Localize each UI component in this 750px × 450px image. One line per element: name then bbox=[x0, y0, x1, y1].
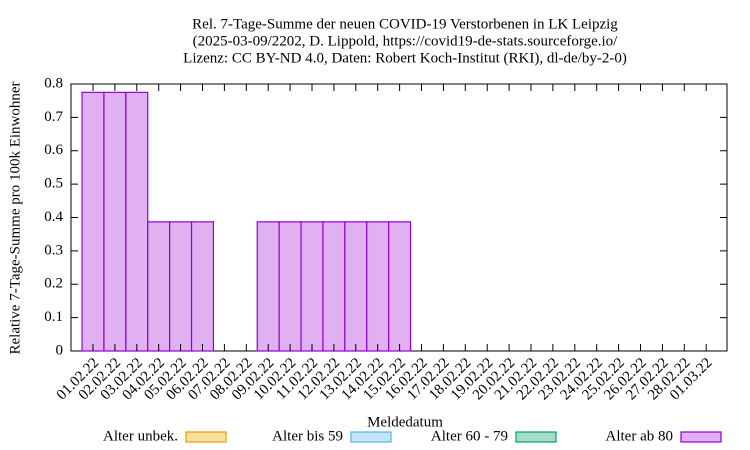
y-tick-label: 0.7 bbox=[44, 109, 63, 125]
legend-label: Alter ab 80 bbox=[606, 428, 673, 444]
legend-label: Alter 60 - 79 bbox=[431, 428, 508, 444]
y-tick-label: 0.4 bbox=[44, 209, 63, 225]
bar bbox=[278, 221, 302, 352]
y-tick-label: 0.1 bbox=[44, 309, 63, 325]
bar bbox=[344, 221, 368, 352]
bar bbox=[125, 91, 149, 352]
y-tick-label: 0.8 bbox=[44, 75, 63, 91]
y-axis-label: Relative 7-Tage-Summe pro 100k Einwohner bbox=[7, 81, 23, 354]
x-axis-label: Meldedatum bbox=[367, 414, 443, 430]
y-tick-label: 0.5 bbox=[44, 176, 63, 192]
chart-title: Rel. 7-Tage-Summe der neuen COVID-19 Ver… bbox=[192, 16, 618, 32]
y-tick-label: 0.2 bbox=[44, 276, 63, 292]
legend-swatch bbox=[515, 431, 557, 443]
chart-title: Lizenz: CC BY-ND 4.0, Daten: Robert Koch… bbox=[183, 50, 627, 66]
bar bbox=[366, 221, 390, 352]
y-tick-label: 0.3 bbox=[44, 242, 63, 258]
bar bbox=[81, 91, 105, 352]
legend-swatch bbox=[350, 431, 392, 443]
bar bbox=[169, 221, 193, 352]
legend-label: Alter unbek. bbox=[103, 428, 178, 444]
bar bbox=[388, 221, 412, 352]
legend-swatch bbox=[680, 431, 722, 443]
y-tick-label: 0.6 bbox=[44, 142, 63, 158]
bar bbox=[256, 221, 280, 352]
bar bbox=[103, 91, 127, 352]
bar bbox=[190, 221, 215, 352]
chart-title: (2025-03-09/2202, D. Lippold, https://co… bbox=[193, 33, 618, 49]
bar bbox=[300, 221, 324, 352]
legend-swatch bbox=[185, 431, 227, 443]
bar bbox=[147, 221, 171, 352]
y-tick-label: 0 bbox=[56, 342, 64, 358]
legend-label: Alter bis 59 bbox=[272, 428, 343, 444]
bar bbox=[322, 221, 346, 352]
